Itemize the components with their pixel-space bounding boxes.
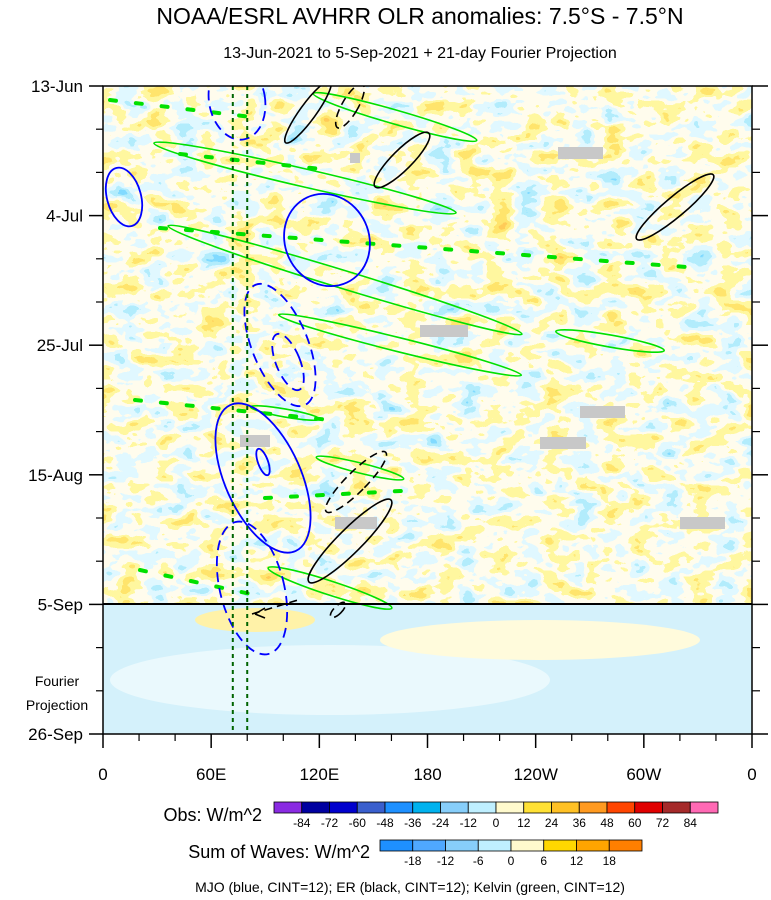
obs-colorbar-level: 0: [493, 816, 500, 830]
reference-longitude-lines: [231, 86, 249, 734]
obs-colorbar-swatch: [412, 801, 441, 814]
obs-colorbar-swatch: [662, 801, 691, 814]
obs-colorbar: -84 -72 -60 -48 -36 -24 -12 0 12 24 36 48 60 72 84: [273, 801, 719, 830]
waves-colorbar-label: Sum of Waves: W/m^2: [188, 842, 370, 862]
obs-colorbar-swatch: [578, 801, 608, 814]
x-axis: 0 60E 120E 180 120W 60W 0: [98, 734, 757, 784]
obs-colorbar-level: -36: [404, 816, 422, 830]
y-tick-label: 25-Jul: [37, 336, 83, 355]
obs-colorbar-swatch: [440, 801, 469, 814]
plot-area: [103, 86, 752, 734]
waves-colorbar-swatch: [445, 839, 479, 852]
kelvin-dashed: [108, 98, 702, 598]
obs-colorbar-swatch: [551, 801, 580, 814]
x-tick-label: 60W: [626, 765, 661, 784]
waves-colorbar-level: 6: [540, 854, 547, 868]
projection-warm-patch: [195, 608, 315, 632]
obs-colorbar-swatch: [356, 801, 386, 814]
obs-anomaly-field: [103, 86, 752, 606]
obs-colorbar-level: 12: [517, 816, 531, 830]
obs-colorbar-level: -84: [293, 816, 311, 830]
waves-colorbar-level: 18: [603, 854, 617, 868]
waves-colorbar-level: -12: [437, 854, 455, 868]
obs-colorbar-swatch: [329, 801, 358, 814]
er-arrow: [254, 607, 266, 619]
obs-colorbar-level: 60: [628, 816, 642, 830]
obs-colorbar-swatch: [273, 801, 303, 814]
missing-data-patches: [240, 147, 725, 529]
chart-title: NOAA/ESRL AVHRR OLR anomalies: 7.5°S - 7…: [156, 3, 683, 29]
obs-colorbar-label: Obs: W/m^2: [164, 805, 262, 825]
waves-colorbar-level: 12: [570, 854, 584, 868]
obs-colorbar-level: 48: [600, 816, 614, 830]
x-tick-label: 60E: [196, 765, 226, 784]
obs-colorbar-swatch: [384, 801, 414, 814]
contours-caption: MJO (blue, CINT=12); ER (black, CINT=12)…: [195, 879, 625, 895]
waves-colorbar-level: -6: [473, 854, 484, 868]
y-tick-label: 4-Jul: [46, 207, 83, 226]
y-tick-label: 5-Sep: [38, 595, 83, 614]
obs-colorbar-level: -24: [432, 816, 450, 830]
x-tick-label: 120E: [299, 765, 339, 784]
kelvin-contours: [153, 91, 665, 610]
waves-colorbar: -18 -12 -6 0 6 12 18: [379, 839, 643, 868]
y-axis: 13-Jun 4-Jul 25-Jul 15-Aug 5-Sep 26-Sep: [28, 77, 768, 744]
mjo-dashed-contours: [207, 86, 317, 656]
y-tick-label: 15-Aug: [28, 466, 83, 485]
chart-subtitle: 13-Jun-2021 to 5-Sep-2021 + 21-day Fouri…: [223, 45, 617, 62]
obs-colorbar-swatch: [467, 801, 497, 814]
y-tick-label: 13-Jun: [31, 77, 83, 96]
waves-colorbar-swatch: [477, 839, 512, 852]
obs-colorbar-swatch: [495, 801, 525, 814]
projection-label-line1: Fourier: [35, 673, 80, 689]
waves-colorbar-swatch: [543, 839, 577, 852]
obs-colorbar-level: -60: [349, 816, 367, 830]
waves-colorbar-level: 0: [508, 854, 515, 868]
obs-colorbar-swatch: [523, 801, 552, 814]
obs-colorbar-level: -12: [460, 816, 478, 830]
obs-colorbar-swatch: [634, 801, 663, 814]
obs-colorbar-swatch: [606, 801, 636, 814]
obs-colorbar-level: 72: [656, 816, 670, 830]
obs-colorbar-level: -72: [321, 816, 339, 830]
x-tick-label: 120W: [513, 765, 557, 784]
obs-colorbar-swatch: [301, 801, 330, 814]
projection-warm-band: [380, 620, 700, 660]
x-tick-label: 0: [747, 765, 756, 784]
er-dashed-contours: [251, 86, 388, 619]
obs-colorbar-swatch: [689, 801, 719, 814]
waves-colorbar-swatch: [576, 839, 610, 852]
waves-colorbar-swatch: [379, 839, 414, 852]
er-contours: [283, 86, 715, 584]
y-tick-label: 26-Sep: [28, 725, 83, 744]
projection-light-band: [110, 645, 550, 715]
mjo-contours: [104, 166, 371, 554]
x-tick-label: 180: [413, 765, 441, 784]
waves-colorbar-swatch: [608, 839, 643, 852]
obs-colorbar-level: -48: [376, 816, 394, 830]
waves-colorbar-level: -18: [404, 854, 422, 868]
obs-colorbar-level: 84: [684, 816, 698, 830]
waves-colorbar-swatch: [510, 839, 545, 852]
obs-colorbar-level: 24: [545, 816, 559, 830]
obs-colorbar-level: 36: [573, 816, 587, 830]
waves-colorbar-swatch: [412, 839, 446, 852]
projection-label-line2: Projection: [26, 697, 88, 713]
x-tick-label: 0: [98, 765, 107, 784]
